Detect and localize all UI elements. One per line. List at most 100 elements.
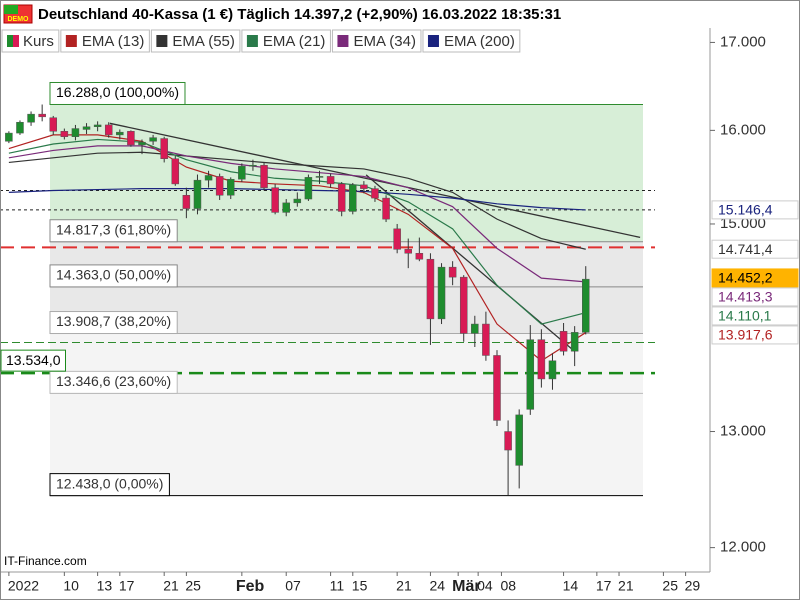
candle-body <box>349 184 357 212</box>
candle-body <box>371 188 379 199</box>
x-tick-label: 15 <box>352 578 368 594</box>
candle-body <box>160 138 168 159</box>
candle-body <box>16 121 24 134</box>
candle-body <box>260 164 268 188</box>
candle-body <box>471 323 479 334</box>
candle-body <box>116 131 124 136</box>
legend-swatch <box>246 35 258 47</box>
candle-body <box>104 124 113 136</box>
fib-label-box <box>49 370 178 394</box>
candle-body <box>526 339 535 410</box>
price-label: 14.452,2 <box>718 270 773 286</box>
ema-line <box>8 151 586 250</box>
price-label-box <box>711 325 799 345</box>
candle-body <box>5 132 13 142</box>
x-tick-label: 04 <box>477 578 493 594</box>
fib-label-box <box>49 219 178 243</box>
title-bar <box>0 0 800 28</box>
price-label: 13.917,6 <box>718 327 773 343</box>
trend-line <box>109 122 641 239</box>
candle-body <box>238 165 246 180</box>
candle-body <box>138 141 146 146</box>
fib-label-box <box>49 311 178 335</box>
fib-label: 13.908,7 (38,20%) <box>56 313 171 329</box>
x-tick-label: 10 <box>63 578 79 594</box>
legend-box <box>331 29 422 53</box>
ema-line <box>8 134 587 362</box>
candle-body <box>437 266 446 320</box>
candle-body <box>482 323 490 356</box>
candle-body <box>49 117 57 132</box>
ema-line <box>8 145 586 283</box>
x-tick-label: 08 <box>500 578 516 594</box>
legend-item: Kurs <box>1 29 60 53</box>
price-label-box <box>711 306 799 326</box>
candle-body <box>382 197 390 220</box>
legend-box <box>150 29 241 53</box>
candle-body <box>215 176 224 196</box>
price-label-box <box>711 200 799 220</box>
badge-icon <box>4 5 18 14</box>
legend-swatch <box>156 35 168 47</box>
watermark: IT-Finance.com <box>4 554 87 568</box>
price-label: 15.146,4 <box>718 202 773 218</box>
legend-item: EMA (21) <box>241 29 331 53</box>
x-tick-label: 17 <box>596 578 612 594</box>
candle-body <box>71 128 80 137</box>
candle-body <box>559 331 568 352</box>
trend-line <box>365 174 576 352</box>
price-label: 14.413,3 <box>718 289 773 305</box>
candle-body <box>204 175 213 181</box>
x-tick-label: 25 <box>185 578 201 594</box>
candle-body <box>227 178 235 196</box>
fib-label: 14.817,3 (61,80%) <box>56 221 171 237</box>
candle-body <box>282 202 290 213</box>
x-tick-label: 25 <box>662 578 678 594</box>
candle-body <box>337 183 346 212</box>
price-label: 14.110,1 <box>718 308 772 324</box>
legend-swatch <box>337 35 349 47</box>
fib-label: 14.363,0 (50,00%) <box>56 267 171 283</box>
legend-label: Kurs <box>23 33 54 50</box>
x-tick-label: Mär <box>452 578 480 595</box>
level-label-box <box>0 349 66 372</box>
badge: DEMO <box>8 16 30 23</box>
legend-box <box>60 29 150 53</box>
legend-label: EMA (34) <box>353 33 416 50</box>
price-label-box <box>711 239 799 259</box>
candle-body <box>249 164 257 167</box>
legend-swatch <box>427 35 439 47</box>
price-label: 14.741,4 <box>718 241 773 257</box>
candle-body <box>127 131 135 146</box>
candle-body <box>293 198 302 204</box>
candle-body <box>271 187 279 213</box>
candle-body <box>360 184 368 189</box>
candle-body <box>504 431 512 451</box>
candle-body <box>426 258 435 320</box>
candle-body <box>493 355 501 421</box>
legend: Kurs EMA (13) EMA (55) EMA (21) EMA (34) EMA … <box>1 29 521 53</box>
x-tick-label: 17 <box>119 578 135 594</box>
y-tick-label: 16.000 <box>720 121 766 138</box>
x-tick-label: 21 <box>163 578 179 594</box>
fib-zone <box>50 104 643 242</box>
fib-label: 13.346,6 (23,60%) <box>56 373 171 389</box>
x-tick-label: Feb <box>236 578 265 595</box>
candle-body <box>193 179 202 209</box>
candle-body <box>459 276 468 334</box>
fib-label: 12.438,0 (0,00%) <box>56 475 163 491</box>
title: Deutschland 40-Kassa (1 €) Täglich 14.39… <box>38 6 561 23</box>
legend-box <box>241 29 331 53</box>
legend-item: EMA (13) <box>60 29 150 53</box>
legend-item: EMA (200) <box>422 29 521 53</box>
legend-swatch <box>7 35 13 47</box>
legend-swatch <box>65 35 77 47</box>
candle-body <box>315 176 324 178</box>
candle-body <box>570 332 579 352</box>
candle-body <box>149 137 157 142</box>
x-tick-label: 07 <box>285 578 301 594</box>
candle-body <box>393 228 401 250</box>
level-label: 13.534,0 <box>6 352 61 368</box>
candle-body <box>60 131 69 137</box>
